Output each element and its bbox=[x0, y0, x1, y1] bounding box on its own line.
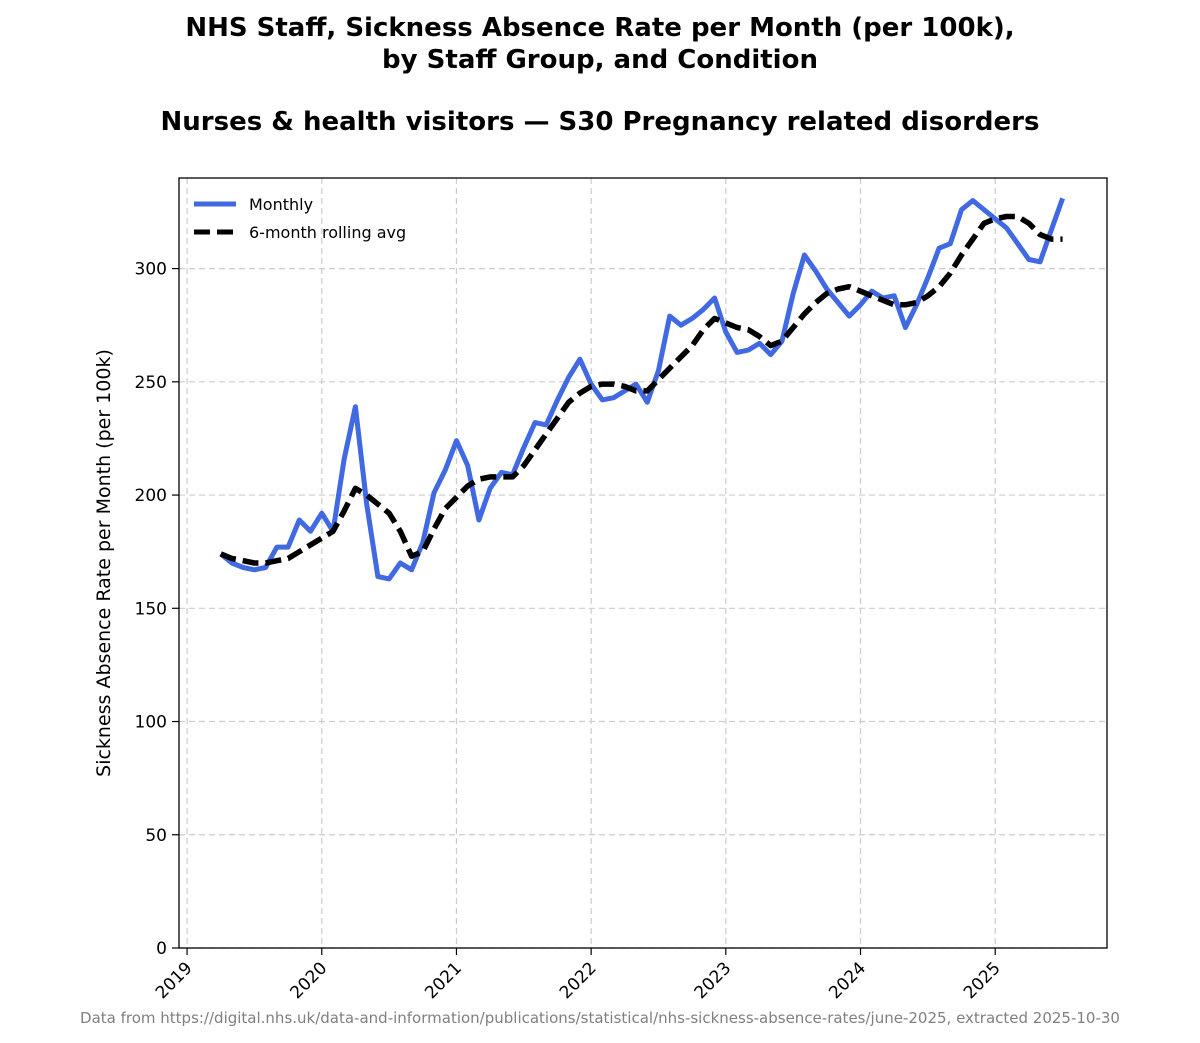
legend: Monthly 6-month rolling avg bbox=[194, 195, 406, 242]
x-tick-label: 2025 bbox=[960, 958, 1005, 1003]
y-tick-label: 0 bbox=[156, 939, 167, 959]
x-tick-label: 2021 bbox=[421, 958, 466, 1003]
data-source-footer: Data from https://digital.nhs.uk/data-an… bbox=[80, 1009, 1120, 1027]
series-layer bbox=[219, 197, 1065, 582]
x-tick-label: 2019 bbox=[152, 958, 197, 1003]
x-tick-label: 2022 bbox=[556, 958, 601, 1003]
series-line-6-month-rolling-avg bbox=[219, 213, 1063, 566]
y-tick-label: 300 bbox=[135, 260, 167, 280]
chart-subtitle: Nurses & health visitors — S30 Pregnancy… bbox=[160, 107, 1040, 137]
plot-frame bbox=[178, 177, 1108, 949]
x-tick-label: 2020 bbox=[287, 958, 332, 1003]
chart-title-line-1: NHS Staff, Sickness Absence Rate per Mon… bbox=[185, 13, 1015, 43]
y-tick-label: 150 bbox=[135, 599, 167, 619]
y-tick-label: 50 bbox=[145, 826, 167, 846]
series-line-monthly bbox=[219, 197, 1065, 582]
legend-label: Monthly bbox=[249, 195, 313, 214]
chart-title-line-2: by Staff Group, and Condition bbox=[382, 45, 818, 75]
grid-lines bbox=[179, 178, 1107, 949]
y-tick-label: 200 bbox=[135, 486, 167, 506]
chart-title-block: NHS Staff, Sickness Absence Rate per Mon… bbox=[0, 12, 1200, 138]
legend-label: 6-month rolling avg bbox=[249, 223, 406, 242]
y-tick-label: 100 bbox=[135, 713, 167, 733]
y-axis-label: Sickness Absence Rate per Month (per 100… bbox=[93, 349, 115, 777]
y-tick-label: 250 bbox=[135, 373, 167, 393]
x-tick-label: 2023 bbox=[691, 958, 736, 1003]
x-tick-label: 2024 bbox=[825, 958, 870, 1003]
